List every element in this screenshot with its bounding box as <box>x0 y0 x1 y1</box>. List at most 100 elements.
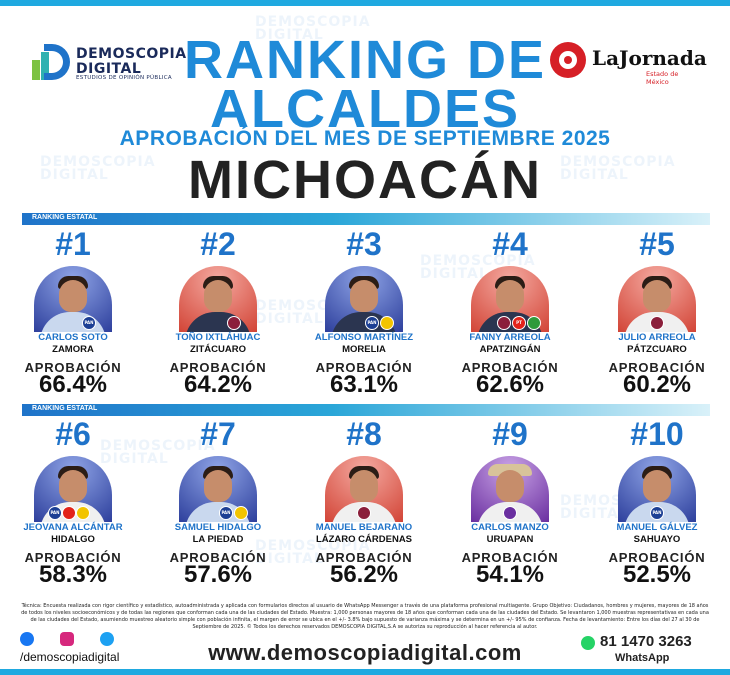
approval-label: APROBACIÓN <box>169 360 267 375</box>
morena-party-icon <box>357 506 371 520</box>
approval-value: 63.1% <box>329 371 399 398</box>
methodology-note: Técnica: Encuesta realizada con rigor ci… <box>21 603 709 630</box>
mayor-photo <box>325 456 403 522</box>
mayor-city: LA PIEDAD <box>192 534 244 545</box>
mayor-photo <box>471 456 549 522</box>
rank-number: #3 <box>346 226 382 262</box>
approval-value: 58.3% <box>38 561 108 588</box>
mayor-name: JULIO ARREOLA <box>618 332 696 343</box>
phone-number[interactable]: 81 1470 3263 <box>600 633 692 650</box>
approval-value: 62.6% <box>475 371 545 398</box>
logo-line2: DIGITAL <box>76 61 142 77</box>
mayor-photo: PAN <box>618 456 696 522</box>
mayor-name: MANUEL BEJARANO <box>315 522 413 533</box>
approval-value: 57.6% <box>183 561 253 588</box>
subtitle: APROBACIÓN DEL MES DE SEPTIEMBRE 2025 <box>119 127 611 150</box>
mayor-card: #9 CARLOS MANZO URUAPAN APROBACIÓN 54.1% <box>440 418 580 598</box>
mayor-photo: PAN <box>34 456 112 522</box>
rank-number: #10 <box>630 416 684 452</box>
pan-party-icon: PAN <box>48 506 62 520</box>
rank-number: #9 <box>492 416 528 452</box>
instagram-icon[interactable] <box>60 632 74 646</box>
social-handle[interactable]: /demoscopiadigital <box>20 650 120 664</box>
prd-party-icon <box>234 506 248 520</box>
pt-party-icon: PT <box>512 316 526 330</box>
mayor-photo <box>618 266 696 332</box>
twitter-icon[interactable] <box>100 632 114 646</box>
mayor-city: APATZINGÁN <box>479 344 541 355</box>
ranking-bar-top: RANKING ESTATAL <box>22 213 710 225</box>
pan-party-icon: PAN <box>82 316 96 330</box>
rank-number: #5 <box>639 226 675 262</box>
pan-party-icon: PAN <box>219 506 233 520</box>
whatsapp-label: WhatsApp <box>615 652 670 664</box>
approval-label: APROBACIÓN <box>24 360 122 375</box>
mayor-card: #7 PAN SAMUEL HIDALGO LA PIEDAD APROBACI… <box>148 418 288 598</box>
approval-label: APROBACIÓN <box>315 360 413 375</box>
approval-value: 60.2% <box>622 371 692 398</box>
website-link[interactable]: www.demoscopiadigital.com <box>208 640 522 665</box>
mayor-name: ALFONSO MARTÍNEZ <box>314 332 414 343</box>
lajornada-seal-icon <box>550 42 586 78</box>
morena-party-icon <box>227 316 241 330</box>
rank-number: #4 <box>492 226 528 262</box>
whatsapp-icon[interactable] <box>581 636 595 650</box>
logo-tagline: ESTUDIOS DE OPINIÓN PÚBLICA <box>76 75 172 81</box>
prd-party-icon <box>380 316 394 330</box>
approval-label: APROBACIÓN <box>608 550 706 565</box>
morena-party-icon <box>497 316 511 330</box>
mayor-name: JEOVANA ALCÁNTAR <box>23 522 123 533</box>
approval-value: 54.1% <box>475 561 545 588</box>
mayor-city: MORELIA <box>342 344 386 355</box>
facebook-icon[interactable] <box>20 632 34 646</box>
morena-party-icon <box>650 316 664 330</box>
mayor-photo: PAN <box>34 266 112 332</box>
approval-value: 56.2% <box>329 561 399 588</box>
mayor-card: #4 PT FANNY ARREOLA APATZINGÁN APROBACIÓ… <box>440 228 580 408</box>
mayor-name: TOÑO IXTLÁHUAC <box>175 332 261 343</box>
mayor-card: #8 MANUEL BEJARANO LÁZARO CÁRDENAS APROB… <box>294 418 434 598</box>
mayor-name: MANUEL GÁLVEZ <box>616 522 698 533</box>
rank-number: #6 <box>55 416 91 452</box>
mayor-city: SAHUAYO <box>633 534 681 545</box>
ranking-bar-bottom: RANKING ESTATAL <box>22 404 710 416</box>
independent-icon <box>503 506 517 520</box>
lajornada-sub: Estado de México <box>646 70 679 86</box>
approval-label: APROBACIÓN <box>608 360 706 375</box>
bottom-stripe <box>0 669 730 675</box>
approval-label: APROBACIÓN <box>169 550 267 565</box>
mayor-photo: PAN <box>179 456 257 522</box>
logo-line1: DEMOSCOPIA <box>76 46 187 62</box>
mayor-city: LÁZARO CÁRDENAS <box>315 534 413 545</box>
mayor-card: #5 JULIO ARREOLA PÁTZCUARO APROBACIÓN 60… <box>587 228 727 408</box>
approval-value: 66.4% <box>38 371 108 398</box>
mayor-card: #3 PAN ALFONSO MARTÍNEZ MORELIA APROBACI… <box>294 228 434 408</box>
state-title: MICHOACÁN <box>188 150 542 210</box>
mayor-card: #6 PAN JEOVANA ALCÁNTAR HIDALGO APROBACI… <box>3 418 143 598</box>
mayor-photo <box>179 266 257 332</box>
title-line2: ALCALDES <box>210 79 520 139</box>
mayor-name: FANNY ARREOLA <box>469 332 551 343</box>
mayor-name: CARLOS MANZO <box>471 522 549 533</box>
approval-value: 52.5% <box>622 561 692 588</box>
rank-number: #1 <box>55 226 91 262</box>
approval-label: APROBACIÓN <box>461 360 559 375</box>
mayor-photo: PAN <box>325 266 403 332</box>
rank-number: #2 <box>200 226 236 262</box>
demoscopia-logo: DEMOSCOPIA DIGITAL ESTUDIOS DE OPINIÓN P… <box>32 42 186 82</box>
mayor-city: ZITÁCUARO <box>190 344 246 355</box>
top-stripe <box>0 0 730 6</box>
approval-label: APROBACIÓN <box>461 550 559 565</box>
pan-party-icon: PAN <box>650 506 664 520</box>
mayor-name: SAMUEL HIDALGO <box>174 522 262 533</box>
pri-party-icon <box>62 506 76 520</box>
mayor-card: #1 PAN CARLOS SOTO ZAMORA APROBACIÓN 66.… <box>3 228 143 408</box>
mayor-city: PÁTZCUARO <box>627 344 687 355</box>
approval-label: APROBACIÓN <box>24 550 122 565</box>
